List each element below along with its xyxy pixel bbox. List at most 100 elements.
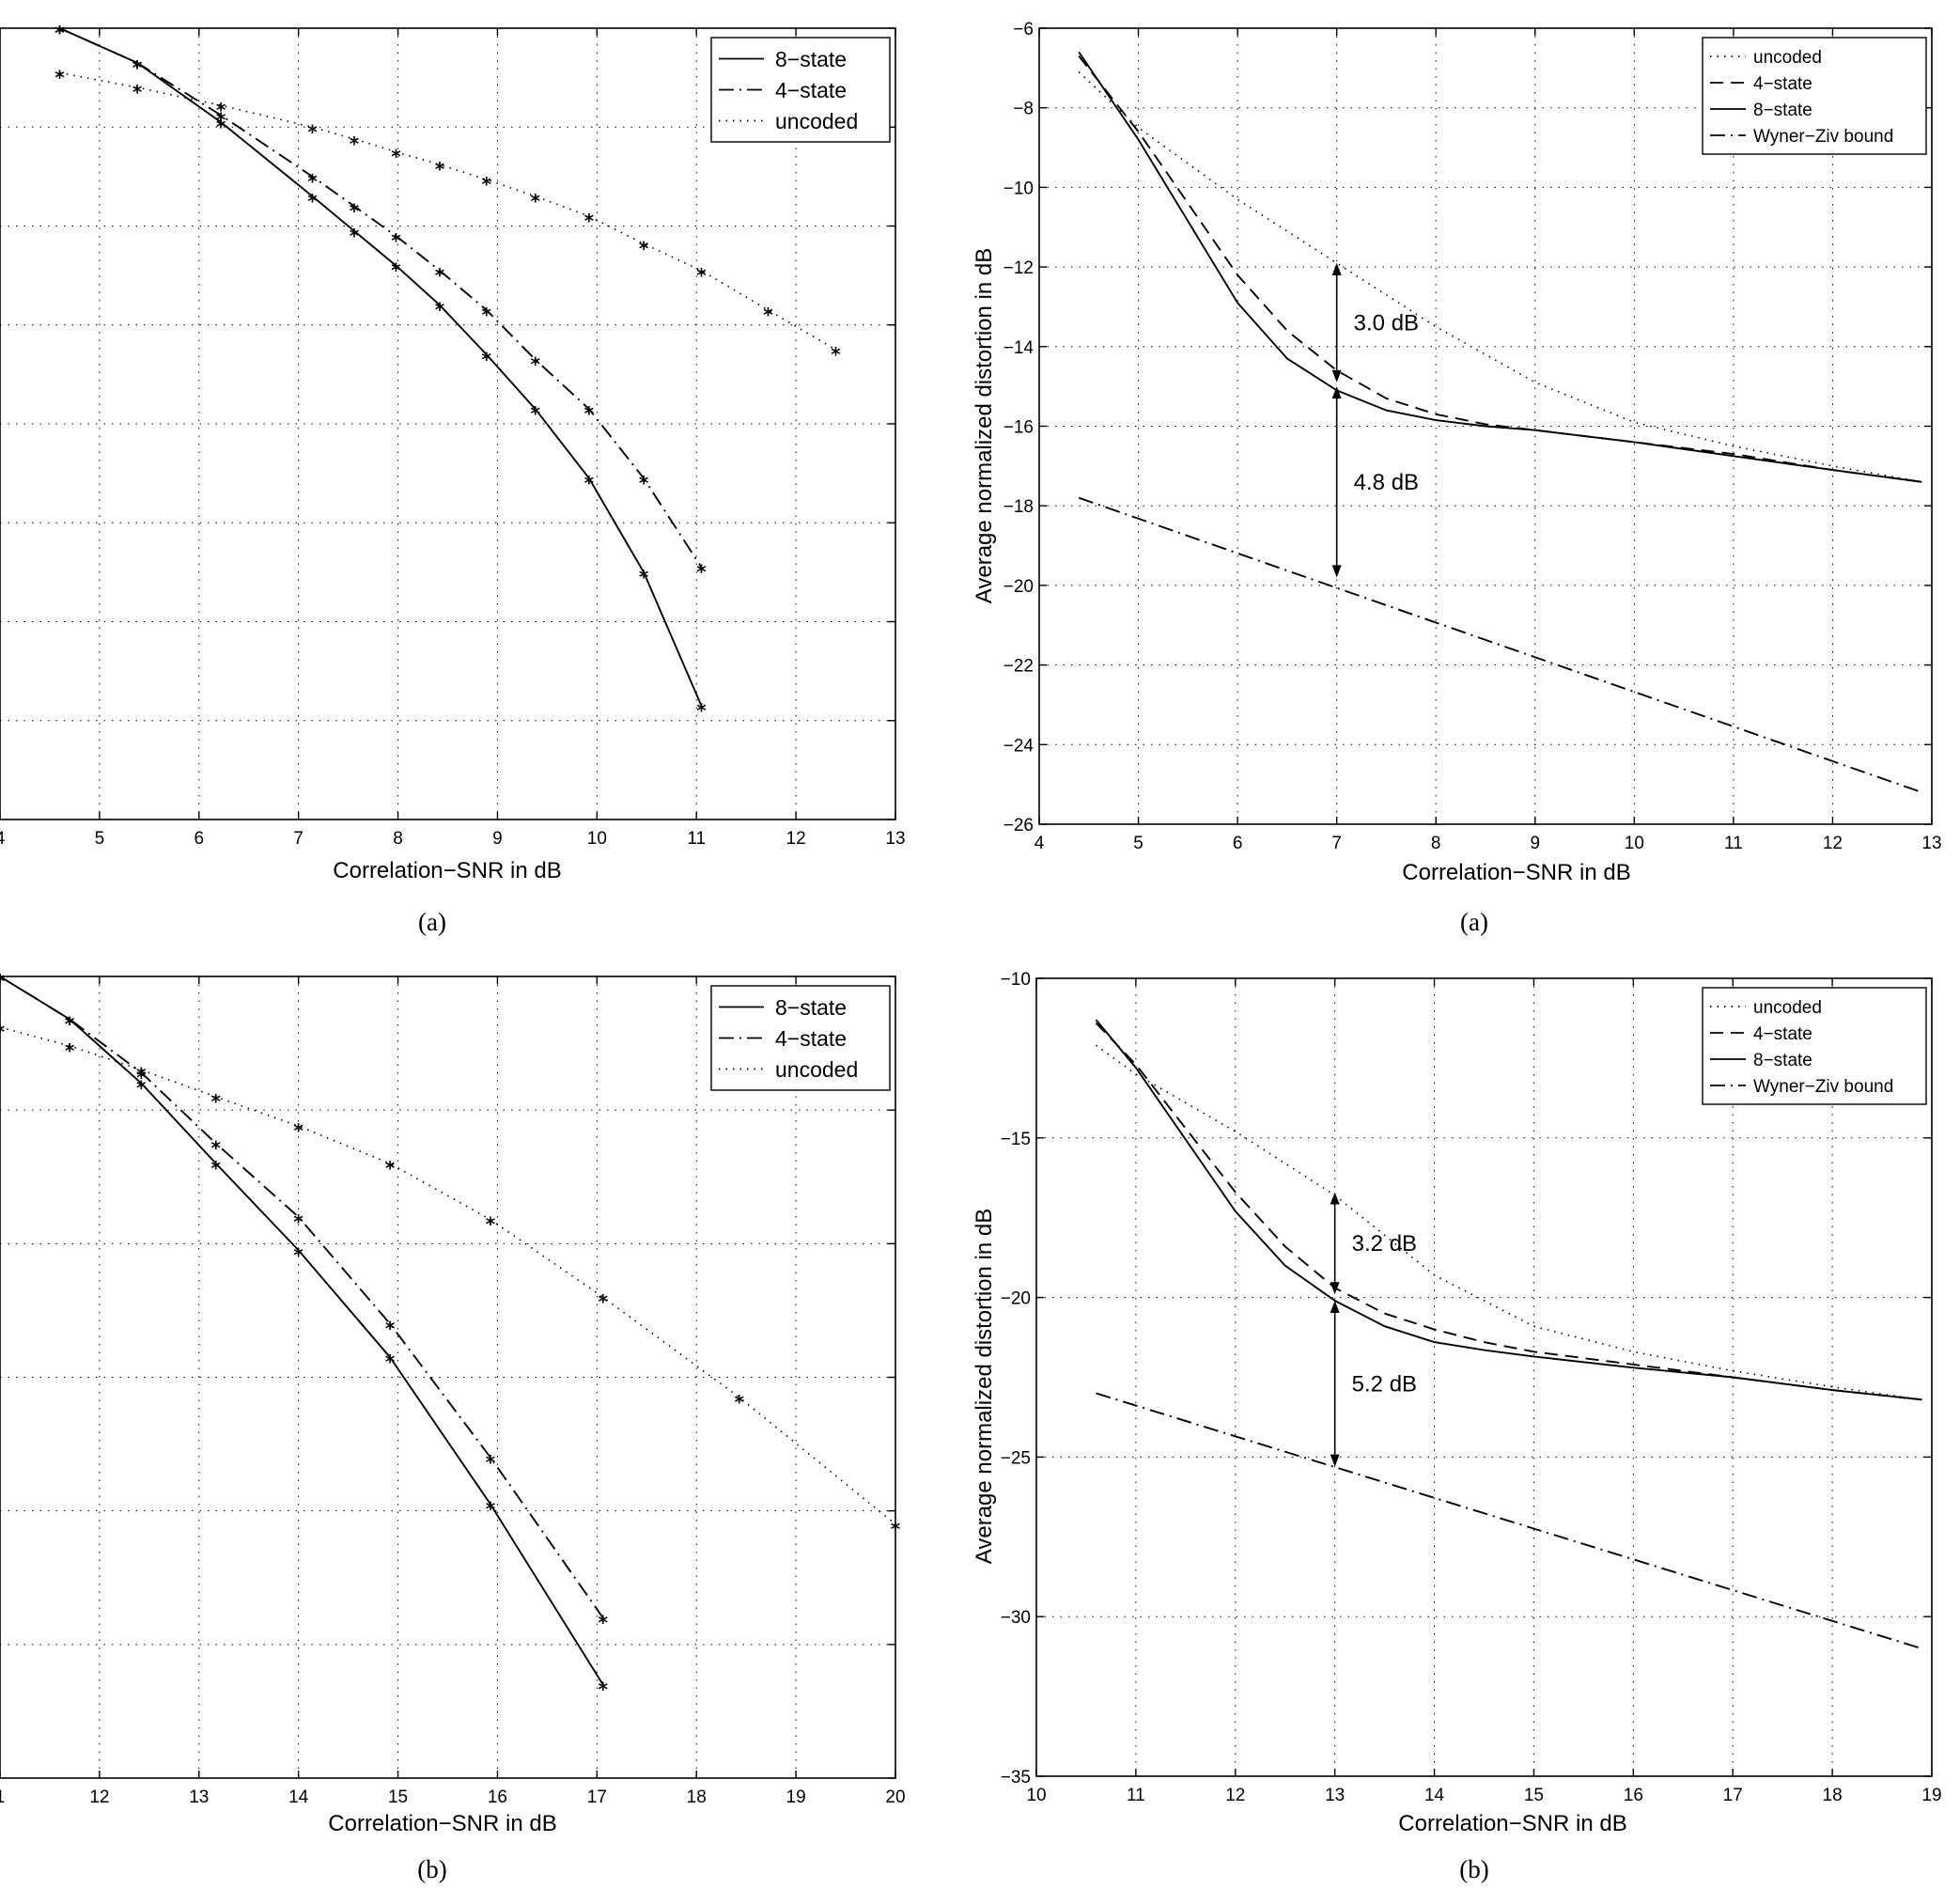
data-point: * [307,120,318,143]
data-point: * [584,472,595,494]
x-tick-label: 4 [0,829,6,849]
data-point: * [696,699,707,722]
data-point: * [350,133,360,155]
x-tick-label: 8 [1431,834,1441,853]
data-point: * [763,304,773,326]
data-point: * [598,1678,608,1700]
axis-frame [0,976,896,1779]
x-tick-label: 8 [393,829,403,849]
data-point: * [350,199,360,222]
annotation-label: 3.0 dB [1354,310,1419,336]
data-point: * [696,264,707,287]
x-tick-label: 10 [1026,1786,1046,1805]
data-point: * [307,170,318,193]
x-tick-label: 13 [189,1788,209,1807]
data-point: * [385,1157,396,1179]
legend: uncoded 4−state 8−state Wyner−Ziv bound [1702,987,1927,1105]
x-tick-label: 19 [786,1788,806,1807]
y-tick-label: −22 [1003,657,1034,677]
legend-label: uncoded [775,109,858,133]
data-point: * [482,348,492,370]
legend-label: 4−state [775,78,847,102]
x-tick-label: 12 [1225,1786,1245,1805]
data-point: * [391,229,401,252]
y-tick-label: −10 [1003,179,1034,198]
x-tick-label: 6 [1233,834,1243,853]
y-tick-label: −35 [1001,1768,1031,1788]
x-tick-label: 12 [89,1788,109,1807]
x-tick-label: 11 [687,829,706,849]
annotation-label: 3.2 dB [1352,1231,1417,1257]
data-point: * [639,237,649,259]
data-point: * [0,1021,6,1043]
x-tick-label: 18 [1823,1786,1843,1805]
data-point: * [293,1119,303,1142]
y-tick-label: −20 [1003,577,1034,597]
legend-label: 8−state [775,47,847,71]
data-point: * [584,210,595,232]
figure-caption: (b) [417,1855,446,1883]
x-tick-label: 12 [1823,834,1843,853]
x-tick-label: 9 [1530,834,1540,853]
plot-area: 1121314151617181920*********************… [0,970,906,1807]
plot-area: 45678910111213**************************… [0,22,906,849]
x-tick-label: 13 [1921,834,1941,853]
data-point: * [639,566,649,588]
x-tick-label: 16 [488,1788,507,1807]
arrowhead-down [1331,565,1342,578]
data-point: * [482,304,492,326]
legend-label: 8−state [1753,1051,1812,1070]
data-point: * [65,1039,75,1062]
series-line-uncoded [1096,1044,1922,1401]
x-tick-label: 17 [1723,1786,1743,1805]
x-tick-label: 16 [1624,1786,1643,1805]
figure-caption: (b) [1459,1855,1488,1883]
x-tick-label: 4 [1034,834,1045,853]
legend-label: 8−state [775,995,847,1020]
data-point: * [486,1451,496,1474]
x-tick-label: 15 [388,1788,408,1807]
legend-label: uncoded [775,1057,858,1082]
x-tick-label: 19 [1921,1786,1941,1805]
legend: 8−state 4−state uncoded [710,37,891,143]
y-tick-label: −12 [1003,258,1034,278]
y-tick-label: −15 [1001,1130,1031,1149]
data-point: * [530,190,540,212]
data-point: * [584,402,595,425]
figure-caption: (a) [418,908,446,936]
data-point: * [891,1518,901,1540]
y-tick-label: −6 [1013,20,1034,39]
data-point: * [0,970,6,992]
data-point: * [293,1243,303,1266]
data-point: * [391,259,401,282]
y-tick-label: −26 [1003,816,1034,835]
legend: 8−state 4−state uncoded [710,985,891,1091]
data-point: * [385,1318,396,1340]
legend-label: uncoded [1753,48,1822,68]
data-point: * [136,1064,147,1086]
data-point: * [385,1350,396,1373]
arrowhead-up [1331,262,1342,275]
data-point: * [486,1213,496,1236]
annotation-label: 4.8 dB [1354,470,1419,495]
y-tick-label: −30 [1001,1608,1031,1628]
series-line-4-state [1078,55,1922,483]
x-axis-label: Correlation−SNR in dB [333,858,561,883]
arrowhead-down [1331,369,1342,382]
axis-frame [1035,977,1933,1777]
data-point: * [211,1137,222,1160]
data-point: * [307,190,318,212]
y-tick-label: −20 [1001,1289,1031,1309]
legend-label: 4−state [1753,1024,1812,1044]
series-line-8-state [0,976,604,1686]
data-point: * [132,81,143,103]
y-tick-label: −18 [1003,497,1034,517]
data-point: * [132,56,143,79]
data-point: * [435,264,445,287]
x-tick-label: 5 [1133,834,1143,853]
x-tick-label: 13 [1325,1786,1345,1805]
x-tick-label: 10 [1625,834,1644,853]
series-line-8-state [59,27,703,707]
data-point: * [216,99,226,121]
x-tick-label: 6 [194,829,204,849]
